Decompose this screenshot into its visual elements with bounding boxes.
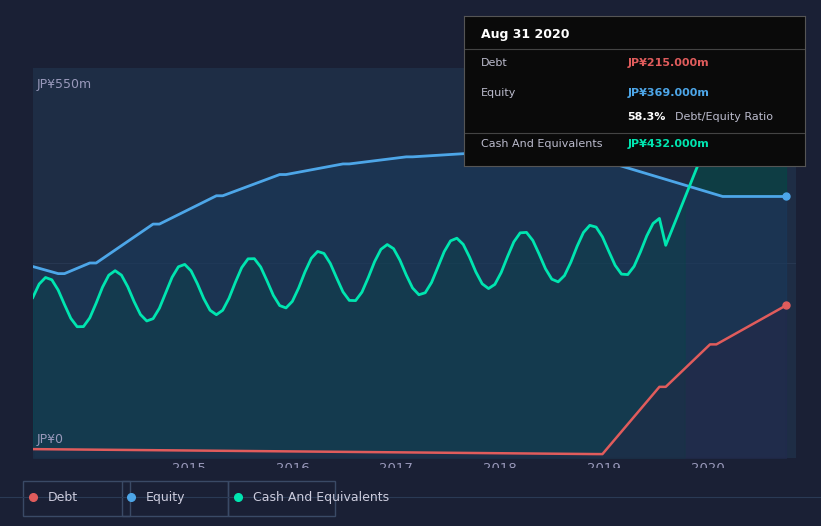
Text: Equity: Equity — [481, 88, 516, 98]
Text: Cash And Equivalents: Cash And Equivalents — [253, 491, 389, 503]
Text: JP¥369.000m: JP¥369.000m — [627, 88, 709, 98]
Text: JP¥0: JP¥0 — [37, 433, 64, 446]
Text: Debt: Debt — [481, 58, 507, 68]
Text: Debt/Equity Ratio: Debt/Equity Ratio — [675, 112, 773, 122]
Text: JP¥215.000m: JP¥215.000m — [627, 58, 709, 68]
Text: Debt: Debt — [48, 491, 78, 503]
Text: Cash And Equivalents: Cash And Equivalents — [481, 139, 603, 149]
Text: JP¥432.000m: JP¥432.000m — [627, 139, 709, 149]
Text: 58.3%: 58.3% — [627, 112, 666, 122]
Text: Equity: Equity — [146, 491, 186, 503]
Text: JP¥550m: JP¥550m — [37, 78, 92, 91]
Text: Aug 31 2020: Aug 31 2020 — [481, 28, 570, 41]
